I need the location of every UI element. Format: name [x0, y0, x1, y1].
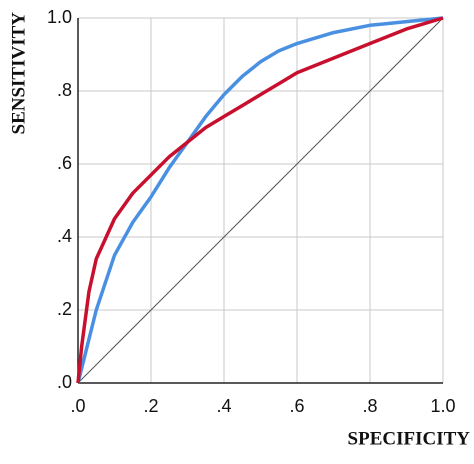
x-tick-label: .2 [143, 396, 158, 416]
x-axis-title: SPECIFICITY [348, 428, 471, 449]
x-tick-label: .8 [362, 396, 377, 416]
x-tick-label: 1.0 [430, 396, 455, 416]
y-tick-label: .8 [57, 80, 72, 100]
y-tick-label: 1.0 [47, 7, 72, 27]
y-axis-title: SENSITIVITY [8, 12, 29, 135]
x-tick-label: .6 [289, 396, 304, 416]
y-tick-label: .2 [57, 299, 72, 319]
roc-line [77, 17, 444, 384]
y-tick-label: .0 [57, 372, 72, 392]
x-tick-label: .4 [216, 396, 231, 416]
x-tick-label: .0 [70, 396, 85, 416]
y-tick-label: .6 [57, 153, 72, 173]
roc-line [76, 16, 444, 384]
roc-line [76, 16, 444, 384]
y-tick-label: .4 [57, 226, 72, 246]
